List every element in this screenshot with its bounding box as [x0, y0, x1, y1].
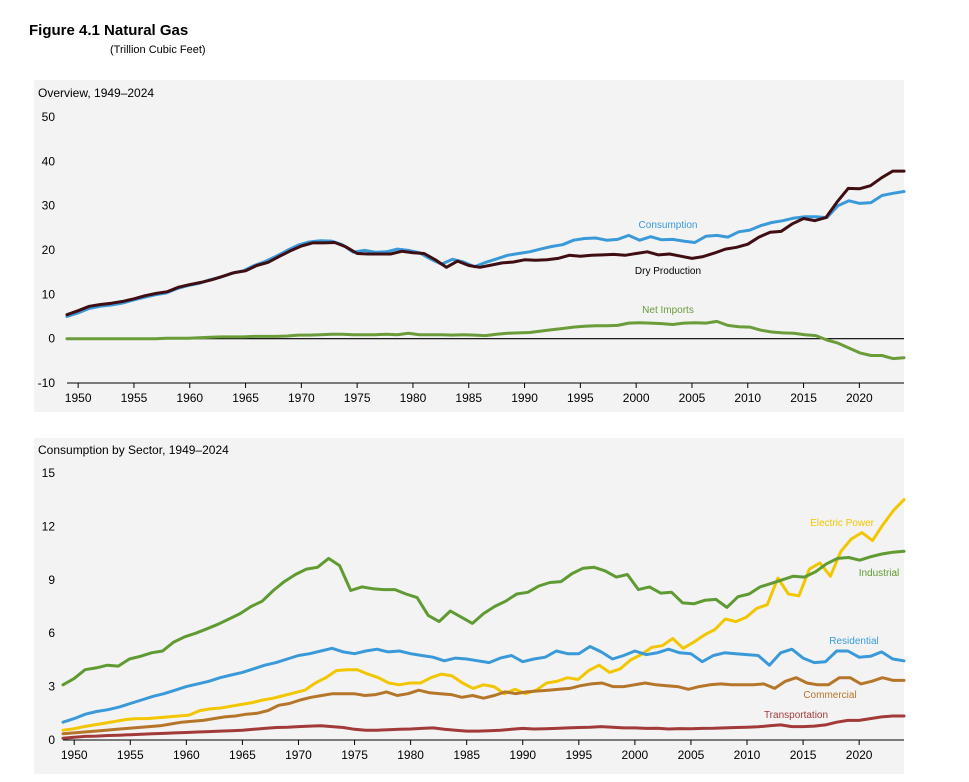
sector-y-tick-label: 3 [48, 680, 55, 694]
sector-x-tick-label: 2010 [734, 748, 761, 762]
overview-x-tick-label: 1995 [567, 391, 594, 405]
sector-y-tick-label: 9 [48, 573, 55, 587]
sector-electric-power-label: Electric Power [810, 518, 875, 529]
sector-x-tick-label: 1965 [229, 748, 256, 762]
overview-x-tick-label: 1980 [400, 391, 427, 405]
overview-x-tick-label: 1955 [121, 391, 148, 405]
overview-net-imports-line [65, 319, 906, 361]
overview-x-tick-label: 1950 [65, 391, 92, 405]
overview-x-tick-label: 2010 [734, 391, 761, 405]
overview-x-tick-label: 1970 [288, 391, 315, 405]
overview-x-tick-label: 2015 [790, 391, 817, 405]
overview-x-tick-label: 1990 [511, 391, 538, 405]
overview-y-tick-label: 50 [42, 110, 56, 124]
sector-x-tick-label: 1960 [173, 748, 200, 762]
sector-industrial-line [61, 549, 906, 687]
sector-transportation-line [61, 714, 906, 740]
sector-x-tick-label: 1990 [509, 748, 536, 762]
sector-transportation-label: Transportation [764, 710, 828, 721]
overview-consumption-label: Consumption [639, 220, 698, 231]
sector-x-tick-label: 2020 [846, 748, 873, 762]
sector-x-tick-label: 1985 [453, 748, 480, 762]
overview-x-tick-label: 1985 [455, 391, 482, 405]
overview-y-tick-label: -10 [38, 376, 56, 390]
sector-y-tick-label: 6 [48, 626, 55, 640]
overview-dry-production-line [65, 169, 906, 317]
sector-residential-label: Residential [829, 636, 878, 647]
sector-x-tick-label: 1980 [397, 748, 424, 762]
sector-y-tick-label: 12 [42, 519, 56, 533]
overview-dry-production-label: Dry Production [635, 266, 701, 277]
sector-x-tick-label: 2015 [790, 748, 817, 762]
sector-electric-power-line [61, 498, 906, 732]
sector-industrial-label: Industrial [859, 568, 900, 579]
sector-y-tick-label: 15 [42, 466, 56, 480]
sector-x-tick-label: 1970 [285, 748, 312, 762]
sector-x-tick-label: 1955 [117, 748, 144, 762]
overview-y-tick-label: 30 [42, 199, 56, 213]
overview-y-tick-label: 40 [42, 154, 56, 168]
sector-y-tick-label: 0 [48, 733, 55, 747]
overview-x-tick-label: 1960 [176, 391, 203, 405]
overview-x-tick-label: 1965 [232, 391, 259, 405]
sector-x-tick-label: 2000 [622, 748, 649, 762]
sector-chart-title: Consumption by Sector, 1949–2024 [38, 443, 229, 457]
overview-x-tick-label: 2005 [679, 391, 706, 405]
overview-consumption-line [65, 190, 906, 318]
sector-commercial-line [61, 676, 906, 736]
sector-x-tick-label: 1950 [61, 748, 88, 762]
overview-y-tick-label: 10 [42, 287, 56, 301]
sector-commercial-label: Commercial [803, 690, 856, 701]
overview-x-tick-label: 2000 [623, 391, 650, 405]
overview-chart-title: Overview, 1949–2024 [38, 86, 155, 100]
overview-y-tick-label: 20 [42, 243, 56, 257]
overview-panel-background [34, 80, 904, 412]
overview-net-imports-label: Net Imports [642, 305, 694, 316]
figure-title: Figure 4.1 Natural Gas [29, 22, 189, 39]
overview-x-tick-label: 1975 [344, 391, 371, 405]
sector-x-tick-label: 2005 [678, 748, 705, 762]
overview-y-tick-label: 0 [48, 332, 55, 346]
figure-subtitle: (Trillion Cubic Feet) [110, 44, 206, 56]
sector-residential-line [61, 645, 906, 724]
overview-x-tick-label: 2020 [846, 391, 873, 405]
sector-x-tick-label: 1975 [341, 748, 368, 762]
sector-x-tick-label: 1995 [565, 748, 592, 762]
